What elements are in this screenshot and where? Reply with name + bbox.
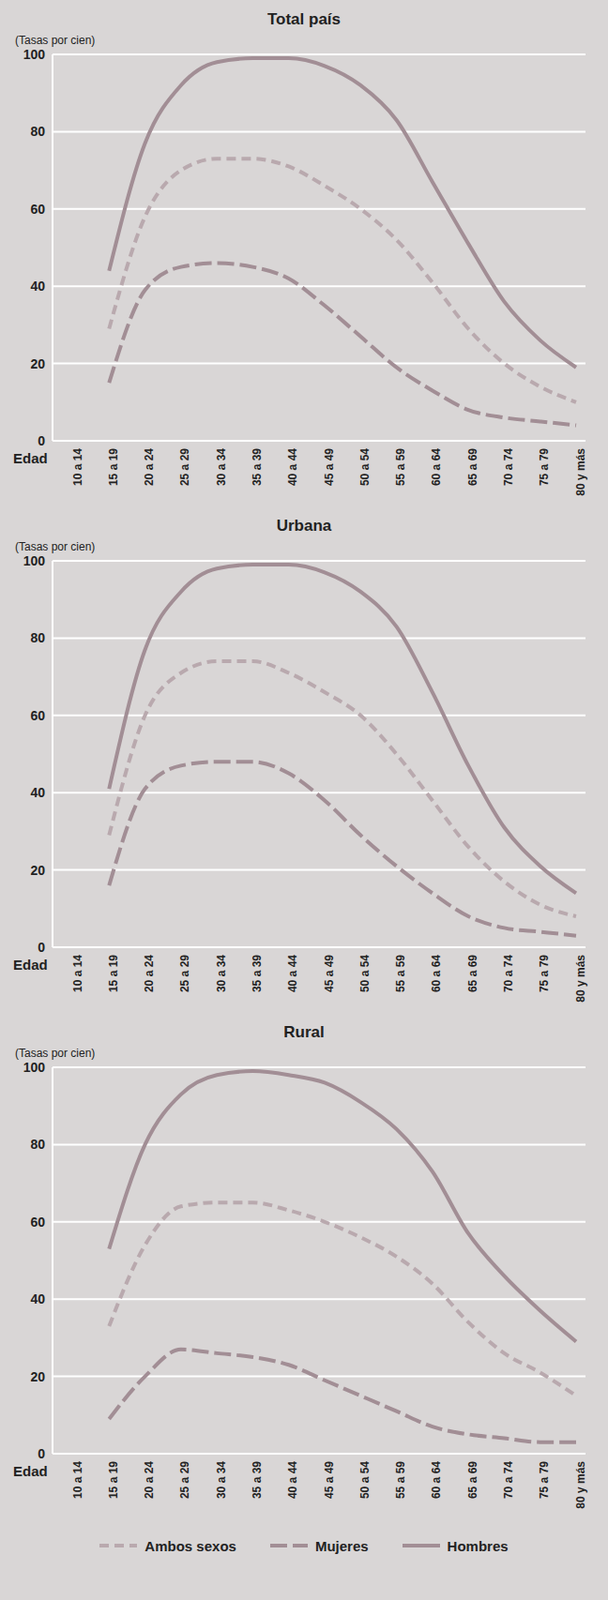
svg-text:80: 80 <box>30 630 46 646</box>
svg-text:80: 80 <box>30 1137 46 1153</box>
svg-text:15 a 19: 15 a 19 <box>106 955 121 993</box>
svg-text:60 a 64: 60 a 64 <box>429 1461 443 1500</box>
svg-text:55 a 59: 55 a 59 <box>394 448 408 487</box>
svg-text:45 a 49: 45 a 49 <box>322 955 336 993</box>
svg-text:40: 40 <box>30 278 46 294</box>
svg-text:80 y más: 80 y más <box>574 1461 588 1510</box>
svg-text:20 a 24: 20 a 24 <box>142 1461 156 1500</box>
svg-text:0: 0 <box>37 433 46 449</box>
html-text:Edad: Edad <box>13 450 48 467</box>
svg-text:20 a 24: 20 a 24 <box>142 448 156 487</box>
svg-text:15 a 19: 15 a 19 <box>106 448 121 487</box>
svg-text:65 a 69: 65 a 69 <box>466 448 480 487</box>
svg-text:35 a 39: 35 a 39 <box>250 1461 264 1500</box>
svg-text:80: 80 <box>30 123 46 139</box>
svg-text:25 a 29: 25 a 29 <box>178 1461 192 1500</box>
svg-text:65 a 69: 65 a 69 <box>466 955 480 993</box>
svg-text:100: 100 <box>23 46 46 62</box>
svg-text:35 a 39: 35 a 39 <box>250 955 264 993</box>
svg-text:75 a 79: 75 a 79 <box>537 955 551 993</box>
svg-text:10 a 14: 10 a 14 <box>71 955 85 993</box>
svg-text:100: 100 <box>23 553 46 569</box>
svg-text:75 a 79: 75 a 79 <box>537 1461 551 1500</box>
html-text:Mujeres: Mujeres <box>315 1538 369 1555</box>
svg-text:0: 0 <box>37 940 46 956</box>
svg-text:40 a 44: 40 a 44 <box>286 448 300 487</box>
svg-text:15 a 19: 15 a 19 <box>106 1461 121 1500</box>
svg-text:80 y más: 80 y más <box>574 955 588 1004</box>
svg-text:55 a 59: 55 a 59 <box>394 1461 408 1500</box>
svg-text:40 a 44: 40 a 44 <box>286 955 300 993</box>
svg-text:20: 20 <box>30 1369 46 1385</box>
svg-text:50 a 54: 50 a 54 <box>358 448 372 487</box>
html-text:(Tasas por cien): (Tasas por cien) <box>15 33 96 47</box>
html-text:Ambos sexos: Ambos sexos <box>144 1538 237 1555</box>
svg-text:70 a 74: 70 a 74 <box>501 955 516 993</box>
html-text:Urbana: Urbana <box>276 516 332 535</box>
svg-text:35 a 39: 35 a 39 <box>250 448 264 487</box>
svg-text:10 a 14: 10 a 14 <box>71 1461 85 1500</box>
svg-text:0: 0 <box>37 1446 46 1462</box>
svg-text:50 a 54: 50 a 54 <box>358 955 372 993</box>
svg-text:20: 20 <box>30 356 46 372</box>
svg-text:40: 40 <box>30 1292 46 1308</box>
svg-text:30 a 34: 30 a 34 <box>214 1461 228 1500</box>
svg-text:60: 60 <box>30 1215 46 1231</box>
svg-text:40 a 44: 40 a 44 <box>286 1461 300 1500</box>
svg-text:20 a 24: 20 a 24 <box>142 955 156 993</box>
svg-text:45 a 49: 45 a 49 <box>322 448 336 487</box>
svg-text:100: 100 <box>23 1060 46 1076</box>
svg-text:30 a 34: 30 a 34 <box>214 448 228 487</box>
svg-text:25 a 29: 25 a 29 <box>178 448 192 487</box>
html-text:(Tasas por cien): (Tasas por cien) <box>15 540 96 554</box>
svg-text:75 a 79: 75 a 79 <box>537 448 551 487</box>
svg-text:70 a 74: 70 a 74 <box>501 448 516 487</box>
svg-text:20: 20 <box>30 863 46 879</box>
svg-text:60: 60 <box>30 708 46 724</box>
html-text:Hombres: Hombres <box>447 1538 509 1555</box>
svg-text:45 a 49: 45 a 49 <box>322 1461 336 1500</box>
html-text:(Tasas por cien): (Tasas por cien) <box>15 1047 96 1061</box>
svg-text:25 a 29: 25 a 29 <box>178 955 192 993</box>
svg-text:60: 60 <box>30 201 46 217</box>
svg-text:65 a 69: 65 a 69 <box>466 1461 480 1500</box>
svg-text:10 a 14: 10 a 14 <box>71 448 85 487</box>
svg-text:40: 40 <box>30 785 46 801</box>
html-text:Rural: Rural <box>283 1023 325 1042</box>
svg-text:30 a 34: 30 a 34 <box>214 955 228 993</box>
html-text:Edad: Edad <box>13 1463 48 1480</box>
svg-text:80 y más: 80 y más <box>574 448 588 497</box>
svg-text:55 a 59: 55 a 59 <box>394 955 408 993</box>
svg-text:50 a 54: 50 a 54 <box>358 1461 372 1500</box>
svg-text:60 a 64: 60 a 64 <box>429 955 443 993</box>
svg-text:60 a 64: 60 a 64 <box>429 448 443 487</box>
html-text:Total país: Total país <box>267 10 341 29</box>
html-text:Edad: Edad <box>13 957 48 973</box>
svg-text:70 a 74: 70 a 74 <box>501 1461 516 1500</box>
